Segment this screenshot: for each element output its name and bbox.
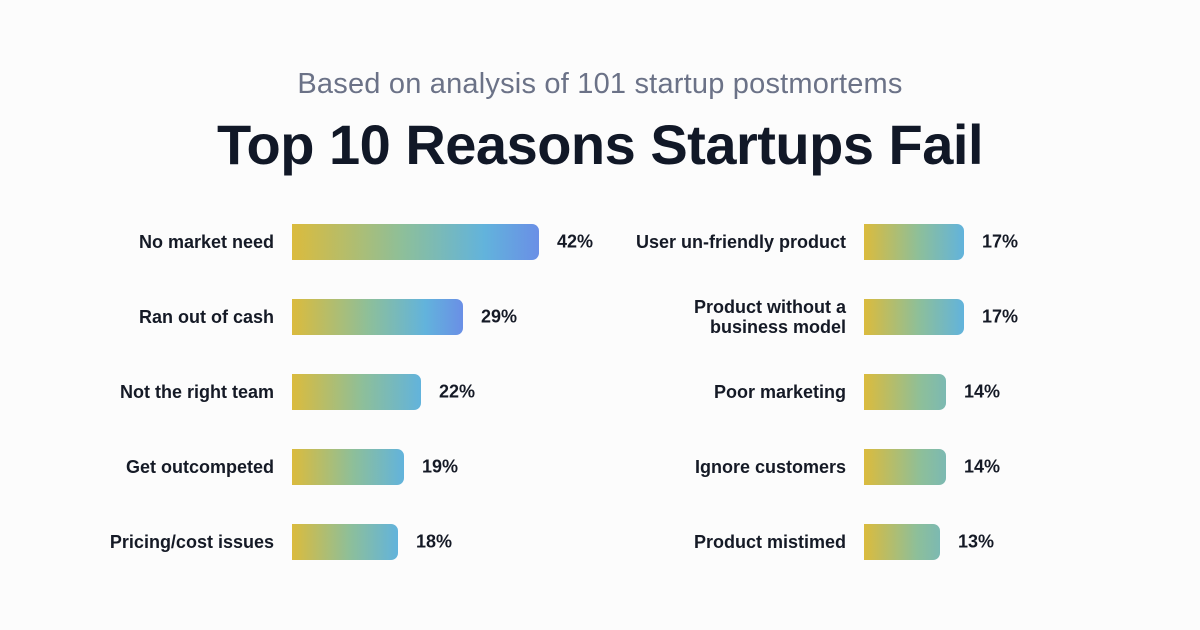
- category-label: Ran out of cash: [138, 307, 274, 327]
- bar-row: Ignore customers 14%: [0, 449, 1200, 485]
- bar: [292, 374, 421, 410]
- bar-row: Pricing/cost issues 18%: [0, 524, 1200, 560]
- bar: [864, 374, 946, 410]
- bar: [864, 299, 964, 335]
- chart-subtitle: Based on analysis of 101 startup postmor…: [297, 68, 903, 100]
- value-label: 19%: [422, 456, 459, 477]
- value-label: 17%: [982, 306, 1019, 327]
- bar-row: Get outcompeted 19%: [0, 449, 1200, 485]
- category-label: Not the right team: [119, 382, 274, 402]
- bar: [292, 449, 404, 485]
- value-label: 22%: [439, 381, 476, 402]
- bar: [292, 524, 398, 560]
- category-label: Poor marketing: [713, 382, 846, 402]
- category-label: Get outcompeted: [125, 457, 274, 477]
- bar: [864, 224, 964, 260]
- bar-row: Not the right team 22%: [0, 374, 1200, 410]
- value-label: 17%: [982, 231, 1019, 252]
- bar-row: No market need 42%: [0, 224, 1200, 260]
- bar-row: Product without a business model 17%: [0, 297, 1200, 337]
- category-label: Ignore customers: [694, 457, 846, 477]
- category-label: Pricing/cost issues: [109, 532, 274, 552]
- chart-title: Top 10 Reasons Startups Fail: [216, 113, 984, 176]
- category-label: Product mistimed: [693, 532, 846, 552]
- bar: [864, 449, 946, 485]
- bar: [864, 524, 940, 560]
- category-label: User un-friendly product: [635, 232, 846, 252]
- bar: [292, 299, 463, 335]
- value-label: 14%: [964, 381, 1001, 402]
- value-label: 14%: [964, 456, 1001, 477]
- value-label: 13%: [958, 531, 995, 552]
- value-label: 42%: [557, 231, 594, 252]
- category-label: Product without a business model: [694, 297, 846, 337]
- bar-row: User un-friendly product 17%: [0, 224, 1200, 260]
- value-label: 29%: [481, 306, 518, 327]
- bar: [292, 224, 539, 260]
- bar-row: Poor marketing 14%: [0, 374, 1200, 410]
- category-label: No market need: [138, 232, 274, 252]
- bar-row: Ran out of cash 29%: [0, 299, 1200, 335]
- bar-row: Product mistimed 13%: [0, 524, 1200, 560]
- value-label: 18%: [416, 531, 453, 552]
